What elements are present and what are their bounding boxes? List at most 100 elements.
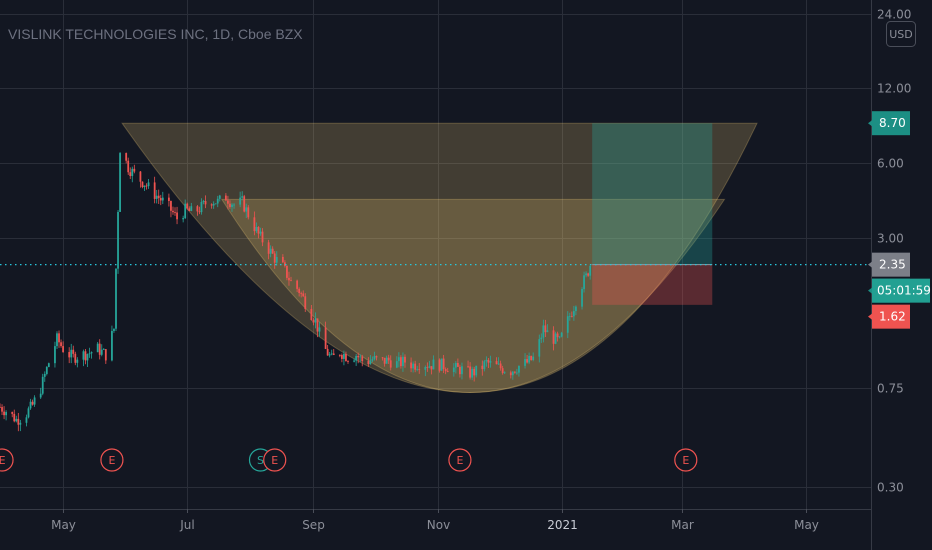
chart-legend-title: VISLINK TECHNOLOGIES INC, 1D, Cboe BZX — [8, 26, 303, 42]
candle-body — [513, 371, 516, 373]
candle-body — [501, 368, 504, 374]
candle-body — [359, 356, 362, 358]
price-tag-pointer — [868, 120, 872, 127]
candle-body — [302, 293, 305, 297]
price-tag-label: 2.35 — [879, 258, 906, 272]
candle-body — [141, 181, 144, 188]
candle-body — [45, 366, 48, 374]
candle-body — [473, 368, 476, 376]
candle-body — [58, 333, 60, 343]
candle-body — [432, 359, 435, 370]
currency-label: USD — [889, 28, 913, 41]
candle-body — [214, 203, 217, 205]
candle-body — [43, 373, 46, 377]
candle-body — [552, 330, 555, 344]
candle-body — [176, 212, 178, 220]
time-tick-label: Nov — [427, 518, 450, 532]
event-marker[interactable]: E — [0, 448, 14, 472]
candle-body — [15, 418, 18, 422]
candle-body — [469, 366, 471, 378]
price-tag-pointer — [868, 313, 872, 320]
candle-body — [111, 330, 113, 361]
candle-body — [70, 349, 73, 358]
candle-body — [400, 357, 402, 367]
candle-body — [200, 202, 203, 213]
time-tick-label: Sep — [302, 518, 325, 532]
event-marker-label: E — [271, 454, 278, 467]
candle-body — [257, 226, 260, 234]
candle-body — [314, 318, 317, 323]
candle-body — [143, 185, 146, 188]
candle-body — [88, 353, 91, 355]
candle-body — [304, 296, 307, 309]
candle-body — [247, 207, 250, 218]
candle-body — [196, 206, 199, 212]
candle-body — [540, 337, 543, 340]
candle-body — [102, 349, 105, 350]
candle-body — [424, 367, 427, 370]
event-marker-label: E — [0, 454, 6, 467]
candle-body — [430, 366, 433, 370]
candle-body — [129, 172, 132, 177]
candle-body — [271, 248, 274, 254]
candle-body — [516, 372, 518, 374]
price-tick-label: 0.75 — [877, 382, 904, 396]
candle-body — [397, 357, 400, 362]
candle-body — [119, 153, 121, 212]
cup-drawing-inner — [220, 198, 726, 393]
candle-body — [483, 361, 486, 370]
candle-body — [117, 211, 119, 269]
candle-body — [29, 401, 32, 409]
candle-body — [312, 320, 315, 323]
time-axis[interactable]: May Jul Sep Nov 2021 Mar May — [51, 509, 819, 532]
candle-body — [353, 360, 355, 362]
candle-body — [524, 359, 526, 366]
event-marker[interactable]: E — [674, 448, 698, 472]
candle-body — [27, 408, 30, 418]
candle-body — [585, 273, 587, 276]
candle-body — [581, 289, 583, 307]
candle-body — [554, 333, 557, 344]
currency-button[interactable]: USD — [886, 21, 916, 47]
event-marker[interactable]: E — [100, 448, 124, 472]
candle-body — [487, 359, 490, 363]
candle-body — [481, 365, 484, 370]
candle-body — [446, 371, 449, 373]
currency-button-frame — [886, 21, 916, 47]
candle-body — [389, 360, 392, 368]
candle-body — [558, 336, 561, 338]
drawing-layer[interactable] — [121, 122, 758, 393]
time-tick-label: Jul — [179, 518, 194, 532]
candle-body — [245, 207, 248, 212]
candle-body — [172, 210, 174, 213]
candle-body — [566, 316, 569, 333]
candle-body — [229, 203, 231, 207]
event-marker[interactable]: E — [263, 448, 287, 472]
candle-body — [330, 353, 333, 355]
time-tick-label: May — [794, 518, 819, 532]
candle-body — [281, 256, 284, 263]
price-axis[interactable]: 24.00 12.00 6.00 3.00 0.75 0.30 — [877, 8, 911, 495]
candle-body — [345, 353, 347, 362]
candle-body — [188, 208, 191, 211]
candle-body — [210, 204, 213, 206]
candle-body — [62, 346, 64, 353]
candle-body — [25, 417, 28, 423]
event-marker-circle — [100, 448, 124, 472]
candle-body — [489, 361, 492, 363]
time-tick-label: 2021 — [547, 518, 578, 532]
candle-body — [216, 198, 219, 204]
event-marker-label: S — [257, 454, 264, 467]
candle-body — [11, 412, 14, 414]
candle-body — [575, 306, 577, 312]
candle-body — [243, 196, 246, 212]
candle-body — [546, 330, 549, 333]
candle-body — [168, 197, 170, 201]
candle-body — [202, 201, 205, 203]
event-marker[interactable]: E — [448, 448, 472, 472]
candle-body — [17, 418, 20, 425]
candle-body — [224, 195, 227, 201]
candle-body — [385, 357, 388, 364]
